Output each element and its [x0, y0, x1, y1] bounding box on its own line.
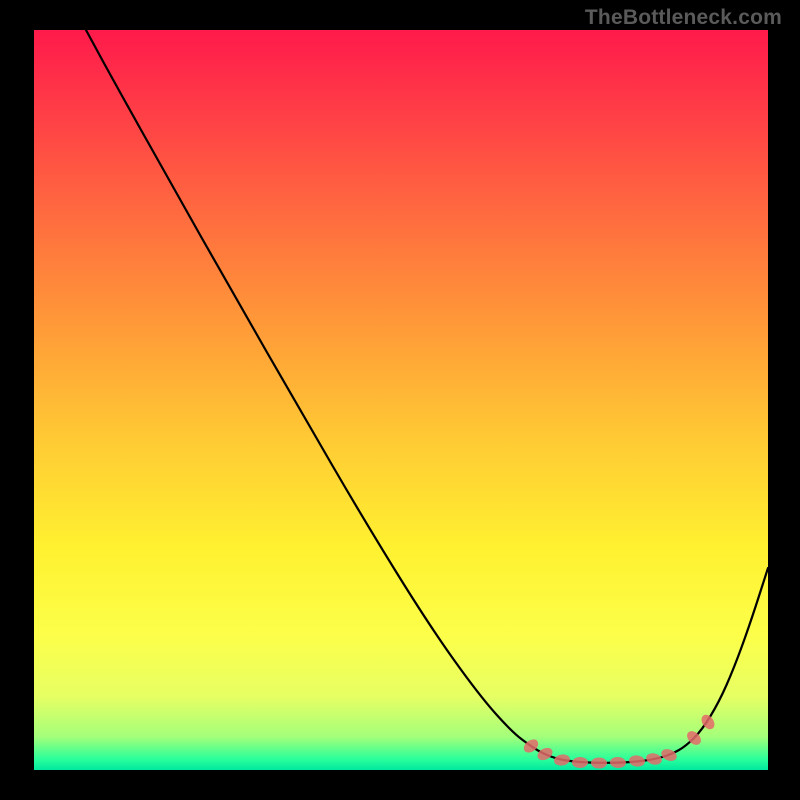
plot-svg: [34, 30, 768, 770]
optimum-marker: [591, 758, 607, 769]
plot-area: [34, 30, 768, 770]
plot-background: [34, 30, 768, 770]
chart-frame: TheBottleneck.com: [0, 0, 800, 800]
watermark-text: TheBottleneck.com: [585, 6, 782, 30]
